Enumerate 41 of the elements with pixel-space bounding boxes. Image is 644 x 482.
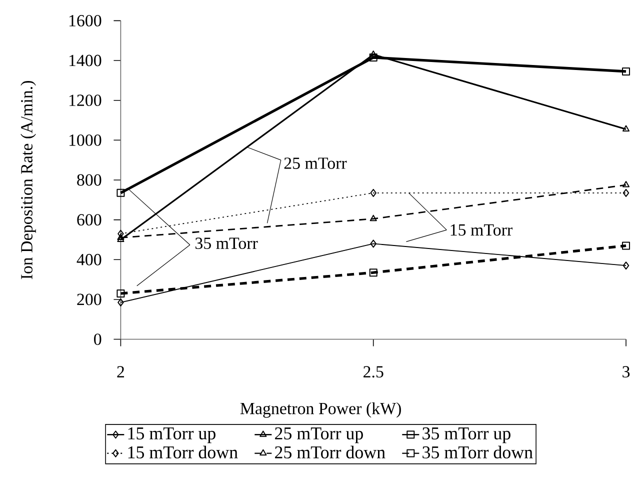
x-axis-title: Magnetron Power (kW) bbox=[240, 402, 401, 418]
point bbox=[370, 240, 376, 248]
y-tick-label: 0 bbox=[94, 334, 102, 346]
point bbox=[116, 188, 125, 197]
point bbox=[117, 234, 124, 240]
y-tick-label: 1600 bbox=[69, 14, 102, 26]
x-tick-label: 3 bbox=[622, 366, 630, 378]
legend-label: 35 mTorr up bbox=[422, 427, 510, 444]
annotation: 25 mTorr bbox=[284, 158, 347, 169]
point bbox=[622, 180, 630, 188]
legend-label: 35 mTorr down bbox=[422, 446, 533, 458]
annotation: 35 mTorr bbox=[195, 238, 258, 250]
y-axis-title: Ion Deposition Rate (A/min.) bbox=[20, 81, 36, 280]
point bbox=[118, 230, 124, 238]
point bbox=[622, 125, 630, 132]
y-tick-label: 1000 bbox=[69, 134, 102, 146]
y-tick-label: 200 bbox=[77, 294, 102, 306]
point bbox=[622, 242, 630, 250]
x-tick-label: 2.5 bbox=[364, 366, 384, 378]
legend-label: 15 mTorr down bbox=[128, 446, 238, 458]
y-tick-label: 400 bbox=[76, 254, 102, 266]
y-tick-label: 1200 bbox=[69, 94, 102, 106]
point bbox=[116, 289, 125, 298]
point bbox=[369, 54, 378, 62]
point bbox=[622, 67, 630, 76]
point bbox=[622, 262, 630, 270]
point bbox=[369, 268, 378, 277]
legend-label: 15 mTorr up bbox=[128, 427, 216, 444]
legend-label: 25 mTorr up bbox=[275, 427, 363, 444]
legend-label: 25 mTorr down bbox=[275, 446, 386, 458]
point bbox=[118, 298, 124, 306]
annotation: 15 mTorr bbox=[450, 224, 512, 236]
point bbox=[622, 188, 630, 197]
point bbox=[117, 236, 124, 242]
x-tick-label: 2 bbox=[117, 366, 124, 378]
point bbox=[370, 188, 376, 197]
point bbox=[370, 50, 377, 57]
y-tick-label: 1400 bbox=[69, 54, 102, 66]
y-tick-label: 600 bbox=[77, 214, 102, 226]
point bbox=[370, 214, 377, 222]
y-tick-label: 800 bbox=[77, 174, 102, 186]
